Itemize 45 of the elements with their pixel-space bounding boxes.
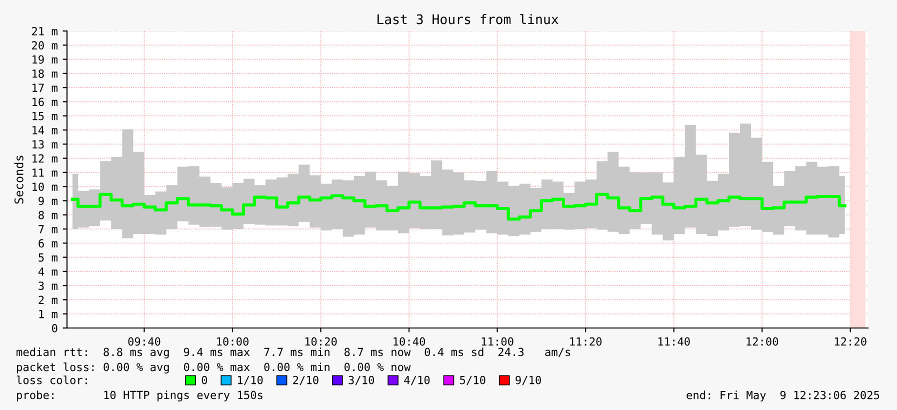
y-tick-label: 6 m xyxy=(38,239,58,248)
y-tick-label: 20 m xyxy=(32,41,58,50)
y-tick-label: 7 m xyxy=(38,225,58,234)
legend-label: 5/10 xyxy=(460,376,486,386)
legend-label: 0 xyxy=(202,376,208,384)
y-tick-label: 10 m xyxy=(32,182,58,191)
y-tick-label: 1 m xyxy=(39,310,58,318)
legend-label: 2/10 xyxy=(293,376,318,386)
y-tick-label: 21 m xyxy=(32,27,58,36)
y-tick-label: 17 m xyxy=(32,84,58,92)
x-tick-label: 11:20 xyxy=(570,337,602,346)
text: end: Fri May 9 12:23:06 2025 xyxy=(686,390,880,402)
y-tick-label: 15 m xyxy=(32,112,58,120)
legend-label: 9/10 xyxy=(516,376,541,386)
y-tick-label: 8 m xyxy=(38,210,58,220)
y-tick-label: 13 m xyxy=(32,140,58,149)
x-tick-label: 11:00 xyxy=(482,337,514,346)
x-tick-label: 11:40 xyxy=(658,337,690,346)
y-tick-label: 19 m xyxy=(32,55,58,64)
y-tick-label: 14 m xyxy=(32,126,58,134)
y-tick-label: 18 m xyxy=(32,69,58,78)
text: loss color: xyxy=(16,376,87,384)
y-tick-label: 11 m xyxy=(32,168,58,177)
chart-title: Last 3 Hours from linux xyxy=(378,14,558,24)
x-tick-label: 09:40 xyxy=(128,337,160,346)
y-tick-label: 2 m xyxy=(38,296,58,304)
legend-label: 1/10 xyxy=(238,376,263,386)
legend-label: 4/10 xyxy=(404,376,430,386)
y-tick-label: 5 m xyxy=(38,253,58,262)
text: probe: 10 HTTP pings every 150s xyxy=(17,390,262,402)
y-tick-label: 3 m xyxy=(38,282,58,290)
text: median rtt: 8.8 ms avg 9.4 ms max 7.7 ms min 8.7 ms now 0.4 ms sd 24.3 am/s xyxy=(16,348,570,358)
x-tick-label: 12:20 xyxy=(834,337,866,346)
y-tick-label: 12 m xyxy=(32,154,58,163)
x-tick-label: 10:20 xyxy=(305,337,337,346)
y-tick-label: 0 xyxy=(52,324,58,332)
x-tick-label: 10:00 xyxy=(217,337,248,346)
text: packet loss: 0.00 % avg 0.00 % max 0.00 % min 0.00 % now xyxy=(17,362,411,374)
y-tick-label: 16 m xyxy=(32,98,58,106)
y-axis-title: Seconds xyxy=(14,156,24,204)
y-tick-label: 9 m xyxy=(38,196,58,206)
legend-label: 3/10 xyxy=(348,376,374,386)
x-tick-label: 10:40 xyxy=(394,337,426,346)
y-tick-label: 4 m xyxy=(38,268,58,276)
x-tick-label: 12:00 xyxy=(746,337,778,346)
